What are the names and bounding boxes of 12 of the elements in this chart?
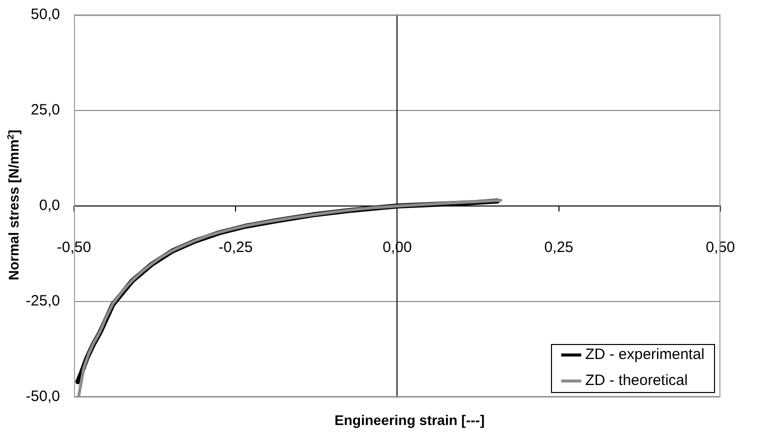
legend-label: ZD - experimental xyxy=(585,346,704,364)
y-tick-label: -50,0 xyxy=(26,388,60,406)
y-tick-label: -25,0 xyxy=(26,292,60,310)
x-axis-title: Engineering strain [---] xyxy=(334,412,485,428)
x-tick-label: -0,50 xyxy=(56,239,92,256)
y-tick-label: 50,0 xyxy=(30,6,60,24)
y-tick-label: 0,0 xyxy=(39,197,60,214)
x-tick-label: 0,25 xyxy=(544,239,574,256)
x-tick-label: 0,50 xyxy=(706,239,736,256)
legend-label: ZD - theoretical xyxy=(585,372,688,390)
x-tick-label: -0,25 xyxy=(218,239,253,256)
y-tick-label: 25,0 xyxy=(30,102,60,119)
